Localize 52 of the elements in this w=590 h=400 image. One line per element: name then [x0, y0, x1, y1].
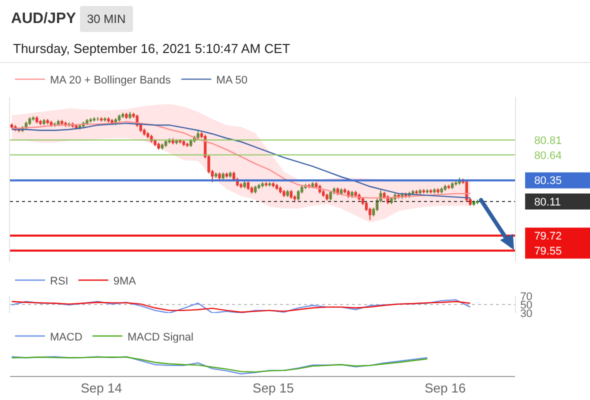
candlestick: [46, 118, 49, 125]
candlestick: [415, 190, 418, 195]
candlestick: [218, 172, 221, 180]
y-tick-label: 80.81: [534, 134, 562, 147]
candlestick: [354, 190, 357, 198]
candlestick: [154, 138, 156, 147]
x-tick-label: Sep 14: [80, 380, 122, 396]
legend-label: RSI: [50, 275, 68, 288]
candlestick: [186, 142, 189, 148]
candlestick: [422, 188, 426, 194]
y-tick-label: 80.64: [534, 150, 562, 162]
legend-label: MA 50: [216, 74, 248, 86]
candlestick: [246, 180, 250, 191]
y-tick-label: 80.35: [534, 175, 562, 188]
candlestick: [476, 199, 479, 205]
candlestick: [279, 186, 282, 194]
candlestick: [436, 188, 440, 194]
candlestick: [344, 188, 346, 194]
candlestick: [264, 182, 268, 188]
legend-label: MACD Signal: [127, 331, 194, 344]
legend-label: MACD: [50, 331, 82, 344]
candlestick: [275, 183, 278, 191]
chart-subtitle: 30 MIN: [80, 6, 133, 32]
candlestick: [182, 140, 186, 147]
text: Thursday, September 16, 2021 5:10:47 AM CET: [13, 41, 290, 56]
candlestick: [146, 132, 150, 139]
candlestick: [35, 116, 38, 124]
legend-label: MA 20 + Bollinger Bands: [50, 74, 172, 86]
y-tick-label: 79.55: [534, 245, 562, 258]
candlestick: [100, 116, 103, 122]
y-tick-label: 79.72: [534, 230, 562, 243]
candlestick: [225, 172, 228, 178]
legend-label: 9MA: [113, 275, 137, 288]
candlestick: [429, 188, 432, 194]
candlestick: [39, 119, 42, 126]
candlestick: [142, 128, 146, 136]
x-tick-label: Sep 16: [424, 380, 466, 396]
candlestick: [60, 119, 64, 126]
candlestick: [447, 184, 450, 190]
y-tick-label: 80.11: [534, 196, 561, 208]
candlestick: [178, 138, 182, 144]
candlestick: [272, 182, 275, 188]
candlestick: [282, 190, 286, 198]
chart-title: AUD/JPY: [11, 10, 76, 27]
y-tick-label: 30: [520, 308, 532, 320]
candlestick: [326, 193, 328, 202]
candlestick: [107, 116, 110, 123]
candlestick: [157, 142, 160, 150]
x-tick-label: Sep 15: [252, 380, 294, 396]
candlestick: [290, 190, 293, 200]
candlestick: [10, 122, 14, 130]
candlestick: [125, 112, 128, 120]
